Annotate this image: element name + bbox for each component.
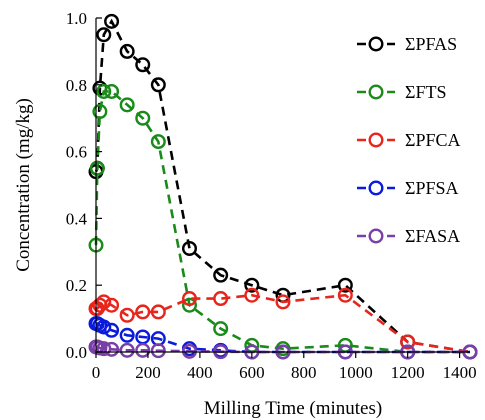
x-tick-label: 1000 xyxy=(339,363,373,382)
legend-label: ΣPFCA xyxy=(405,130,461,150)
data-point xyxy=(181,291,197,307)
data-point xyxy=(89,160,105,176)
data-point xyxy=(213,267,229,283)
data-point xyxy=(244,277,260,293)
y-tick-label: 0.4 xyxy=(66,209,88,228)
series-ΣPFAS xyxy=(88,13,478,360)
x-tick-label: 0 xyxy=(92,363,101,382)
data-point xyxy=(135,110,151,126)
x-tick-label: 1400 xyxy=(443,363,477,382)
data-point xyxy=(181,297,197,313)
data-point xyxy=(150,343,166,359)
data-point xyxy=(119,307,135,323)
data-point xyxy=(181,240,197,256)
data-point xyxy=(275,294,291,310)
legend-entry: ΣPFAS xyxy=(357,34,457,54)
x-tick-label: 1200 xyxy=(391,363,425,382)
x-tick-label: 200 xyxy=(135,363,161,382)
data-point xyxy=(119,342,135,358)
data-point xyxy=(400,334,416,350)
y-axis-title: Concentration (mg/kg) xyxy=(13,98,34,272)
legend-marker xyxy=(368,180,384,196)
data-point xyxy=(119,327,135,343)
data-point xyxy=(104,322,120,338)
legend-label: ΣFTS xyxy=(405,82,447,102)
series-line xyxy=(94,18,471,354)
legend-label: ΣFASA xyxy=(405,226,460,246)
data-point xyxy=(150,134,166,150)
data-point xyxy=(244,287,260,303)
x-tick-label: 400 xyxy=(187,363,213,382)
data-point xyxy=(337,287,353,303)
data-point xyxy=(96,341,112,357)
legend-marker xyxy=(368,132,384,148)
y-tick-label: 0.0 xyxy=(66,343,87,362)
data-point xyxy=(104,297,120,313)
data-point xyxy=(96,294,112,310)
legend: ΣPFAS ΣFTS ΣPFCA ΣPFSA ΣFASA xyxy=(357,34,461,246)
data-point xyxy=(96,319,112,335)
data-point xyxy=(119,43,135,59)
data-point xyxy=(135,342,151,358)
data-point xyxy=(104,13,120,29)
legend-marker xyxy=(368,228,384,244)
x-axis-title: Milling Time (minutes) xyxy=(204,398,382,419)
data-point xyxy=(337,277,353,293)
y-tick-label: 0.2 xyxy=(66,276,87,295)
legend-entry: ΣFTS xyxy=(357,82,447,102)
data-point xyxy=(96,83,112,99)
y-tick-label: 0.8 xyxy=(66,76,87,95)
x-tick-label: 600 xyxy=(239,363,265,382)
axes: 0.0 0.2 0.4 0.6 0.8 1.0 0 200 400 600 800 1000 1200 1… xyxy=(66,9,477,382)
data-point xyxy=(150,304,166,320)
data-point xyxy=(213,291,229,307)
legend-marker xyxy=(368,36,384,52)
x-tick-label: 800 xyxy=(291,363,317,382)
data-point xyxy=(150,77,166,93)
data-point xyxy=(119,97,135,113)
legend-entry: ΣFASA xyxy=(357,226,460,246)
data-point xyxy=(135,304,151,320)
legend-marker xyxy=(368,84,384,100)
legend-entry: ΣPFSA xyxy=(357,178,459,198)
legend-entry: ΣPFCA xyxy=(357,130,461,150)
data-point xyxy=(135,57,151,73)
legend-label: ΣPFSA xyxy=(405,178,459,198)
legend-label: ΣPFAS xyxy=(405,34,457,54)
data-point xyxy=(104,83,120,99)
data-point xyxy=(96,27,112,43)
y-tick-label: 1.0 xyxy=(66,9,87,28)
y-tick-label: 0.6 xyxy=(66,143,87,162)
data-point xyxy=(181,343,197,359)
data-point xyxy=(104,341,120,357)
data-point xyxy=(92,104,108,120)
data-point xyxy=(213,321,229,337)
